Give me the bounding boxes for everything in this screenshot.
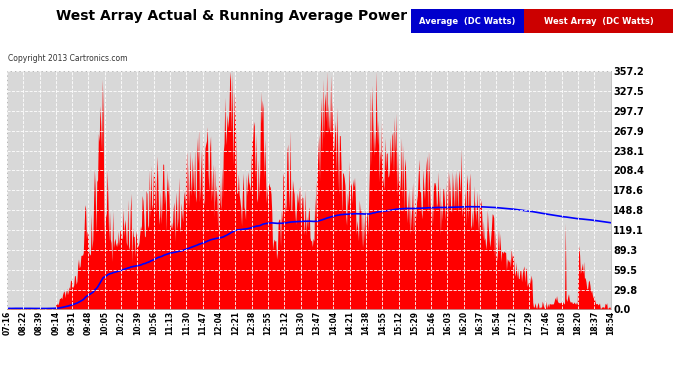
Text: West Array Actual & Running Average Power Wed Apr 10 19:05: West Array Actual & Running Average Powe… (56, 9, 551, 23)
Text: West Array  (DC Watts): West Array (DC Watts) (544, 16, 653, 26)
Text: Average  (DC Watts): Average (DC Watts) (420, 16, 515, 26)
Text: Copyright 2013 Cartronics.com: Copyright 2013 Cartronics.com (8, 54, 128, 63)
